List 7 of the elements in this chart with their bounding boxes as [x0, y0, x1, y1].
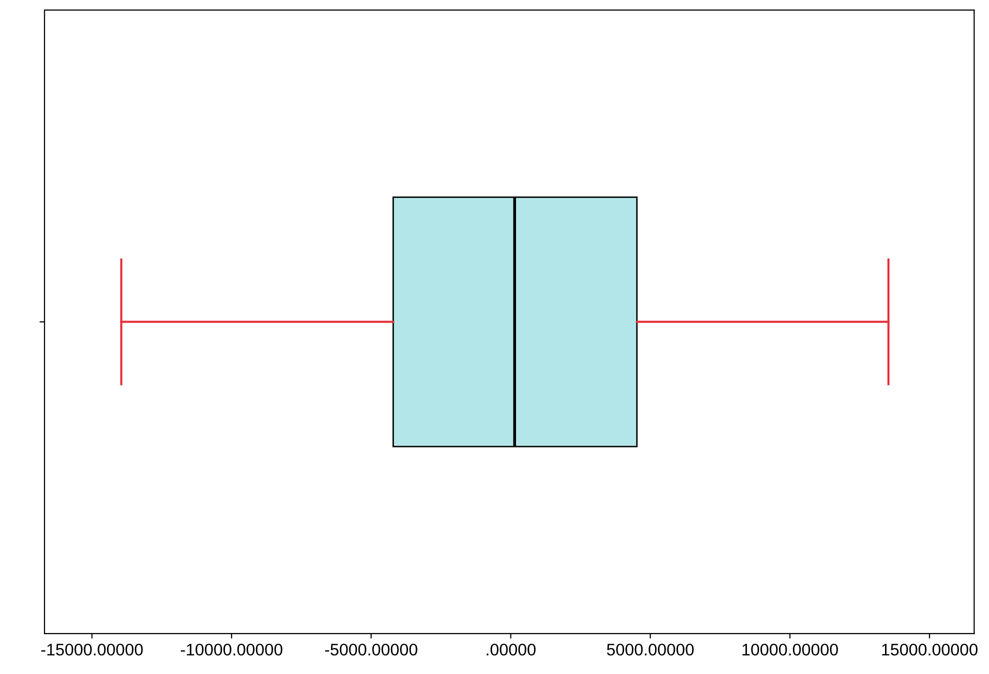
x-tick-label: -5000.00000 [325, 644, 418, 656]
x-tick-label: 15000.00000 [882, 644, 978, 656]
x-tick-label: -15000.00000 [41, 644, 143, 656]
x-tick-label: .00000 [486, 644, 536, 656]
x-tick-label: -10000.00000 [180, 644, 282, 656]
x-tick-label: 5000.00000 [606, 644, 694, 656]
x-tick-label: 10000.00000 [742, 644, 838, 656]
